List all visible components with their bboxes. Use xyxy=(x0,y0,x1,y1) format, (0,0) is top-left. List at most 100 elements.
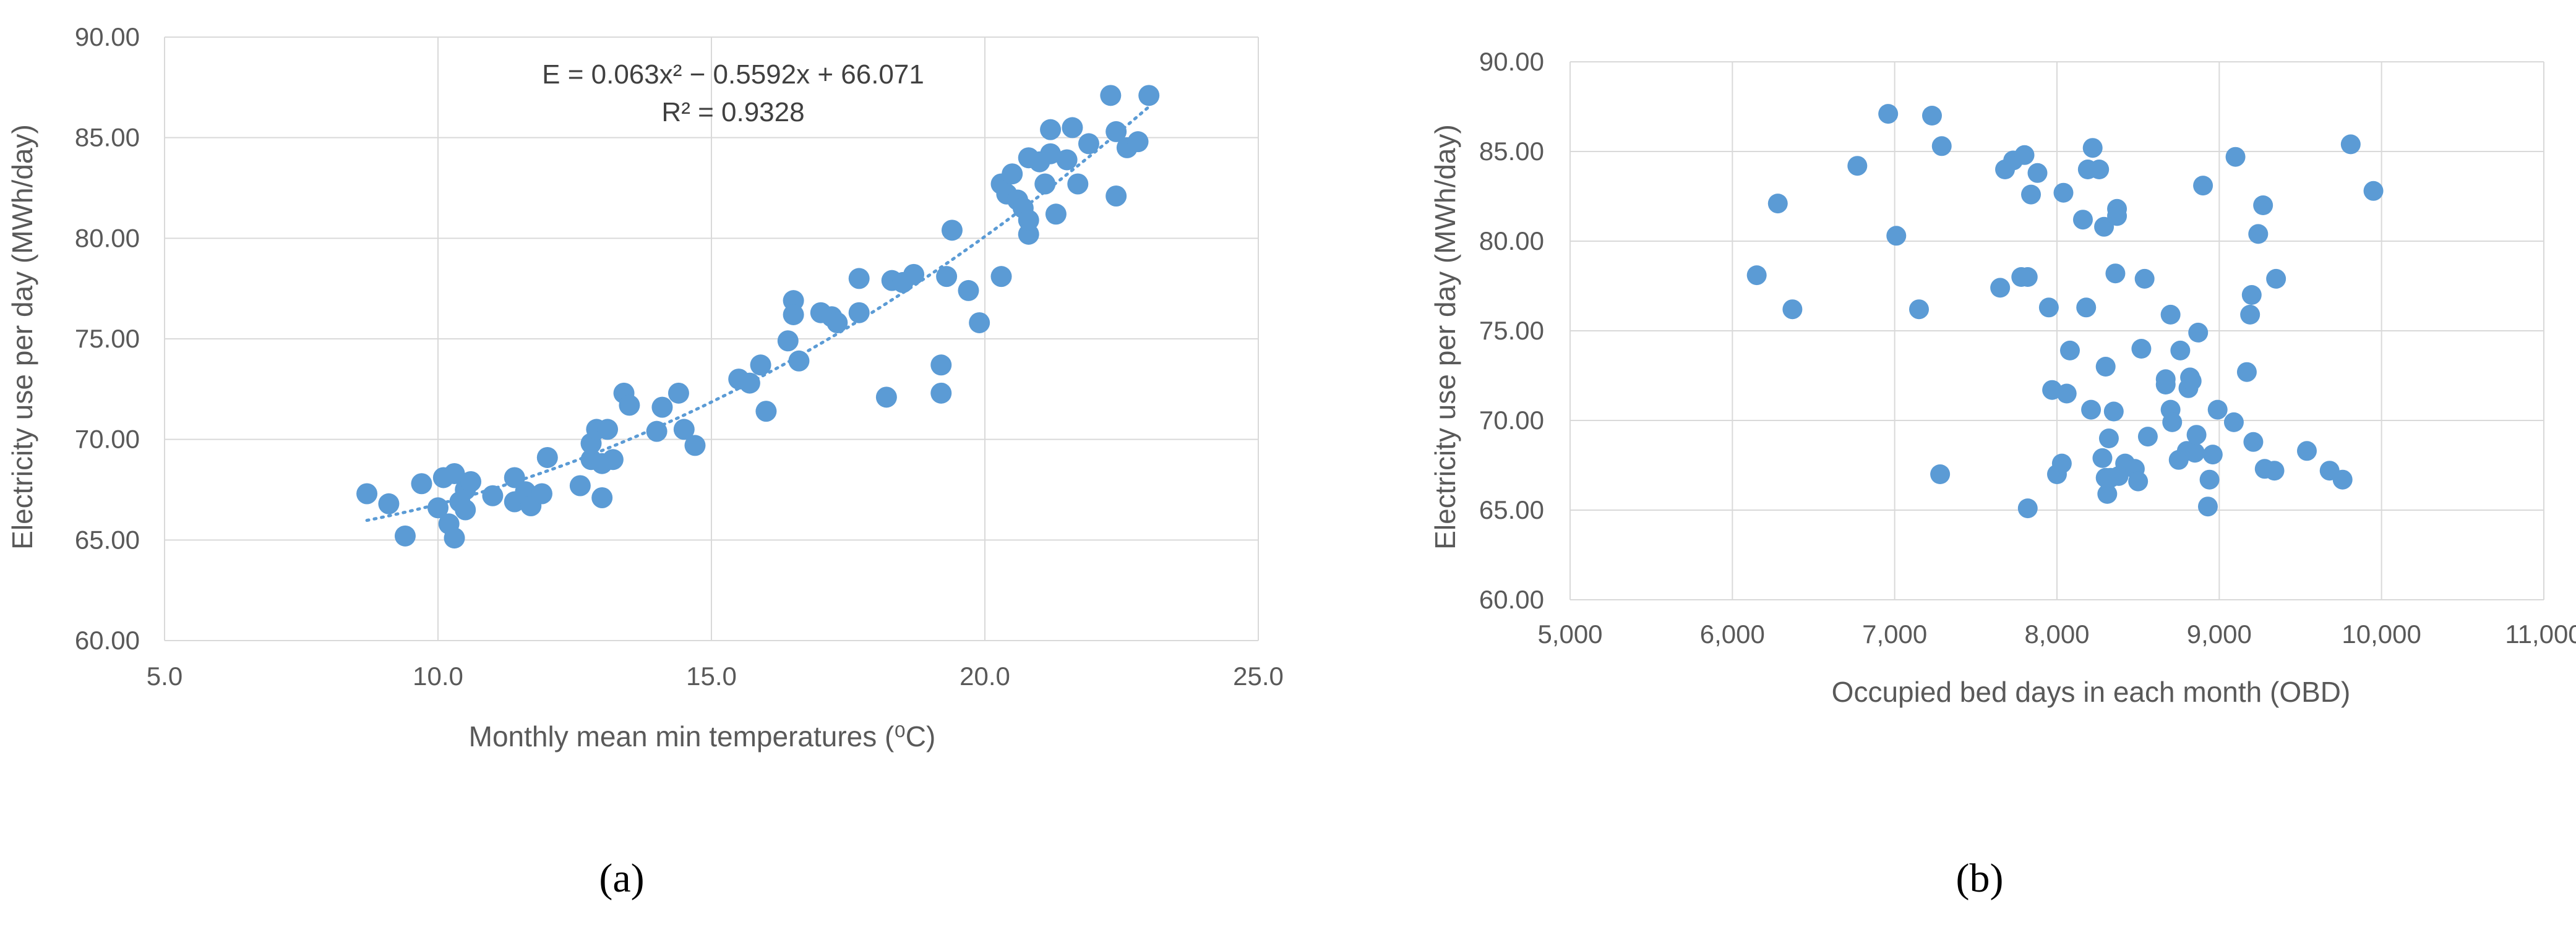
data-point xyxy=(2184,443,2205,463)
data-point xyxy=(941,220,963,241)
data-point xyxy=(1034,173,1056,195)
data-point xyxy=(1767,194,1788,214)
y-tick-labels: 60.00 65.00 70.00 75.00 80.00 85.00 90.00 xyxy=(75,22,140,655)
panel-label-a: (a) xyxy=(599,856,644,901)
data-point xyxy=(848,302,870,323)
data-point xyxy=(750,354,771,376)
trendline-path xyxy=(365,105,1151,522)
data-point xyxy=(455,499,476,521)
data-point xyxy=(1106,121,1127,142)
data-point xyxy=(2223,412,2244,432)
data-point xyxy=(1078,133,1099,155)
y-tick-label: 80.00 xyxy=(1479,226,1544,255)
data-point xyxy=(356,483,378,505)
x-tick-labels: 5.0 10.0 15.0 20.0 25.0 xyxy=(147,662,1284,691)
x-axis-title: Occupied bed days in each month (OBD) xyxy=(1832,676,2351,708)
data-point xyxy=(2207,399,2228,420)
data-point xyxy=(755,401,777,422)
x-tick-label: 7,000 xyxy=(1862,620,1927,649)
data-point xyxy=(2082,138,2103,158)
data-point xyxy=(2160,304,2181,325)
y-tick-label: 75.00 xyxy=(1479,316,1544,345)
data-point xyxy=(2105,263,2126,284)
data-point xyxy=(2137,427,2158,447)
data-point xyxy=(2241,285,2262,305)
data-point xyxy=(597,419,619,440)
data-point xyxy=(2181,371,2202,391)
data-point xyxy=(936,266,958,288)
data-point xyxy=(569,475,591,497)
y-axis-title: Electricity use per day (MWh/day) xyxy=(1429,124,1461,550)
data-point xyxy=(2202,445,2223,465)
data-point xyxy=(1127,131,1149,153)
y-tick-label: 85.00 xyxy=(1479,137,1544,166)
data-point xyxy=(1067,173,1089,195)
data-point xyxy=(2363,181,2384,201)
chart-panel-a: 60.00 65.00 70.00 75.00 80.00 85.00 90.00 5.0 1… xyxy=(6,22,1284,901)
data-point xyxy=(739,372,760,394)
data-point xyxy=(2296,441,2317,461)
x-tick-label: 6,000 xyxy=(1700,620,1765,649)
y-tick-label: 90.00 xyxy=(1479,47,1544,76)
data-point xyxy=(875,386,897,408)
data-point xyxy=(2021,184,2041,205)
data-point xyxy=(2056,383,2077,404)
data-point xyxy=(1847,156,1868,176)
data-point xyxy=(394,525,416,547)
data-point xyxy=(602,449,624,471)
data-point xyxy=(2076,297,2097,318)
data-point xyxy=(2014,145,2035,165)
r-squared-label: R² = 0.9328 xyxy=(661,97,804,127)
data-point xyxy=(788,350,810,372)
data-point xyxy=(2199,469,2220,490)
data-point xyxy=(2128,471,2149,492)
x-tick-label: 5,000 xyxy=(1537,620,1602,649)
y-tick-label: 70.00 xyxy=(1479,406,1544,435)
x-tick-label: 11,000 xyxy=(2505,620,2576,649)
data-point xyxy=(2081,399,2102,420)
y-tick-label: 60.00 xyxy=(1479,585,1544,614)
data-point xyxy=(482,485,504,506)
data-point xyxy=(2240,304,2260,325)
data-point xyxy=(2095,357,2116,377)
data-point xyxy=(1782,299,1803,320)
data-point xyxy=(2089,160,2110,179)
y-tick-label: 65.00 xyxy=(1479,495,1544,524)
y-tick-label: 65.00 xyxy=(75,525,140,554)
x-tick-label: 9,000 xyxy=(2187,620,2252,649)
x-tick-label: 10.0 xyxy=(413,662,463,691)
x-tick-label: 25.0 xyxy=(1233,662,1284,691)
data-point xyxy=(1922,106,1943,126)
data-point xyxy=(1746,265,1767,286)
gridlines xyxy=(1569,61,2544,600)
data-point xyxy=(427,497,449,519)
data-point xyxy=(2027,163,2048,183)
data-point xyxy=(2248,224,2269,244)
data-point xyxy=(2264,461,2285,481)
y-tick-label: 85.00 xyxy=(75,123,140,152)
y-tick-label: 90.00 xyxy=(75,22,140,51)
data-point xyxy=(2197,497,2218,517)
data-point xyxy=(2340,134,2361,155)
data-point xyxy=(2017,498,2038,519)
data-point xyxy=(903,263,925,285)
data-point xyxy=(969,312,990,333)
data-point xyxy=(1990,278,2011,298)
data-point xyxy=(848,268,870,289)
data-point xyxy=(1886,226,1907,246)
data-point xyxy=(444,462,465,484)
data-point xyxy=(2038,297,2059,318)
data-point xyxy=(591,487,613,509)
gridlines xyxy=(164,36,1259,641)
data-point xyxy=(619,394,640,416)
data-point xyxy=(668,382,689,404)
data-point xyxy=(2053,182,2074,203)
data-point xyxy=(2103,401,2124,422)
data-point xyxy=(2253,195,2273,215)
data-point xyxy=(826,312,848,333)
y-tick-label: 75.00 xyxy=(75,324,140,353)
data-point xyxy=(646,420,668,442)
data-point xyxy=(990,266,1012,288)
x-tick-label: 15.0 xyxy=(686,662,737,691)
data-point xyxy=(2107,206,2127,226)
